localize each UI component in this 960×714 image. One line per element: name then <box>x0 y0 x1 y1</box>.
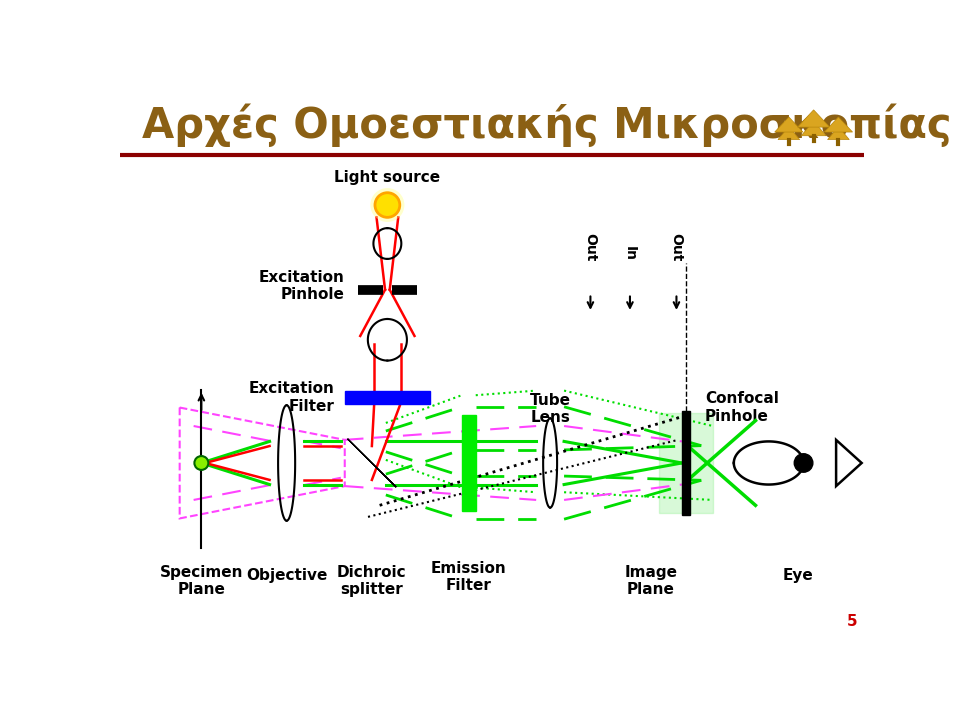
Text: Eye: Eye <box>782 568 813 583</box>
Text: Confocal
Pinhole: Confocal Pinhole <box>706 391 779 423</box>
Circle shape <box>794 453 813 472</box>
Circle shape <box>371 188 404 222</box>
Text: Light source: Light source <box>334 170 441 185</box>
Text: Out: Out <box>584 233 597 261</box>
Polygon shape <box>802 121 826 136</box>
Polygon shape <box>345 391 430 403</box>
Text: Excitation
Filter: Excitation Filter <box>249 381 335 413</box>
Text: Dichroic
splitter: Dichroic splitter <box>337 565 407 597</box>
Text: 5: 5 <box>847 614 858 629</box>
Text: Out: Out <box>669 233 684 261</box>
Polygon shape <box>775 117 803 132</box>
Text: Emission
Filter: Emission Filter <box>431 560 507 593</box>
Circle shape <box>194 456 208 470</box>
Text: Αρχές Ομοεστιακής Μικροσκοπίας: Αρχές Ομοεστιακής Μικροσκοπίας <box>142 104 951 148</box>
Text: Tube
Lens: Tube Lens <box>530 393 570 426</box>
Circle shape <box>375 193 399 217</box>
Text: Objective: Objective <box>246 568 327 583</box>
Polygon shape <box>659 413 713 513</box>
Polygon shape <box>348 438 396 487</box>
Polygon shape <box>462 416 476 511</box>
Text: Image
Plane: Image Plane <box>624 565 678 597</box>
Polygon shape <box>825 117 852 132</box>
Polygon shape <box>682 411 689 516</box>
Polygon shape <box>828 126 850 139</box>
Polygon shape <box>798 110 829 127</box>
Text: Specimen
Plane: Specimen Plane <box>159 565 243 597</box>
Text: Excitation
Pinhole: Excitation Pinhole <box>259 270 345 302</box>
Polygon shape <box>778 126 800 139</box>
Text: In: In <box>623 246 636 261</box>
